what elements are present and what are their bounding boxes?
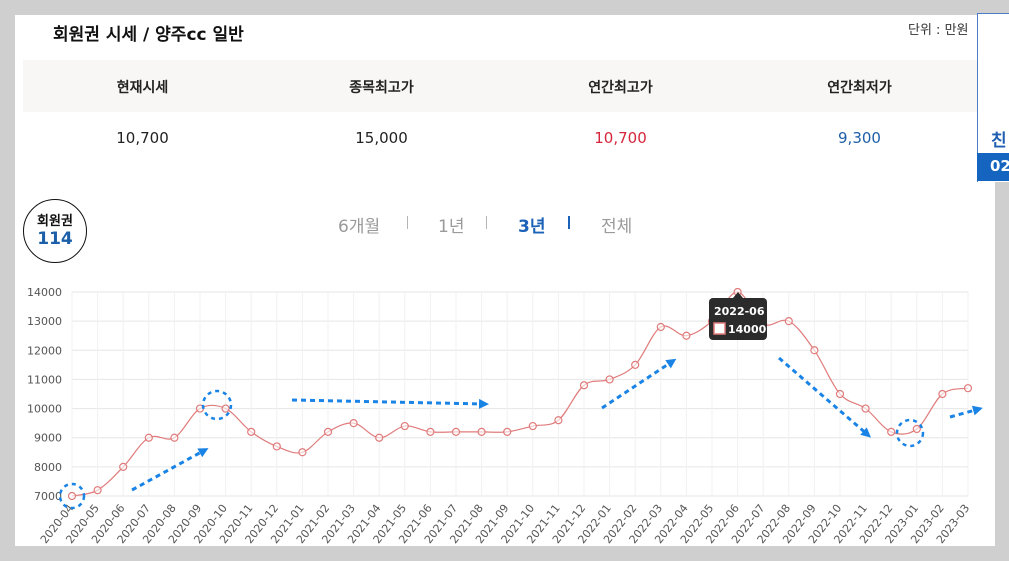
data-point[interactable] [451,427,461,436]
data-point[interactable] [298,448,307,457]
data-point[interactable] [938,389,947,399]
tab-divider [407,216,408,229]
y-tick-label: 12000 [27,344,62,357]
page-title: 회원권 시세 / 양주cc 일반 [53,25,244,45]
data-point[interactable] [579,381,589,390]
data-point[interactable] [119,462,128,471]
data-point[interactable] [477,427,486,436]
logo-text-top: 회원권 [37,214,73,229]
unit-label: 단위 : 만원 [908,23,969,38]
highlight-circle [58,482,86,510]
summary-value-annual-high: 10,700 [594,129,647,147]
data-point[interactable] [554,416,563,425]
tooltip-label: 2022-06 [714,305,765,318]
trend-arrow [949,405,983,419]
summary-value-all-time-high: 15,000 [355,129,408,147]
series-line [71,291,969,497]
data-point[interactable] [963,384,973,393]
highlight-circle [895,418,925,448]
side-widget-text: 친 [991,131,1007,151]
data-point[interactable] [861,404,870,413]
tab-6-months[interactable]: 6개월 [338,217,381,237]
data-point[interactable] [272,442,281,451]
data-point[interactable] [375,433,384,442]
tooltip-pointer [733,292,743,298]
summary-header-row [23,60,981,112]
chart-tooltip: 2022-06 14000 [709,292,767,340]
data-point[interactable] [835,389,845,399]
trend-arrow [131,448,209,492]
side-widget-bar-text: 02 [990,157,1009,175]
y-tick-label: 8000 [34,461,62,474]
membership-logo: 회원권 114 [23,199,87,263]
data-point[interactable] [93,486,102,495]
summary-header-annual-high: 연간최고가 [588,80,653,96]
summary-value-current: 10,700 [116,129,169,147]
y-tick-label: 14000 [27,286,62,299]
y-tick-label: 7000 [34,490,62,503]
tab-3-years[interactable]: 3년 [518,217,546,237]
tooltip-value: 14000 [728,323,767,336]
data-point[interactable] [144,433,153,442]
y-tick-label: 9000 [34,432,62,445]
data-point[interactable] [810,346,819,355]
y-tick-label: 13000 [27,315,62,328]
data-point[interactable] [656,322,665,332]
summary-header-all-time-high: 종목최고가 [349,80,414,96]
highlight-circle [201,389,233,421]
data-point[interactable] [221,404,230,413]
summary-value-annual-low: 9,300 [838,129,881,147]
data-point[interactable] [400,421,409,431]
tab-divider [486,216,487,229]
tab-all[interactable]: 전체 [601,217,633,237]
data-point[interactable] [887,427,896,436]
logo-text-number: 114 [37,229,73,249]
tab-divider-active [568,216,570,229]
y-tick-label: 10000 [27,403,62,416]
data-point[interactable] [784,317,793,326]
data-point[interactable] [426,427,435,436]
data-point[interactable] [503,427,512,436]
data-point[interactable] [631,360,640,369]
summary-header-annual-low: 연간최저가 [827,80,892,96]
data-point[interactable] [528,421,537,431]
data-point[interactable] [912,424,921,434]
data-point[interactable] [349,419,358,428]
data-point[interactable] [323,427,333,436]
summary-header-current: 현재시세 [116,80,169,96]
data-point[interactable] [605,375,614,384]
data-point[interactable] [682,331,691,340]
y-tick-label: 11000 [27,373,62,386]
price-panel: 회원권 시세 / 양주cc 일반 단위 : 만원 현재시세 종목최고가 연간최고… [15,15,995,546]
data-point[interactable] [67,491,77,501]
price-line-chart: 7000800090001000011000120001300014000202… [27,286,983,546]
side-widget-bar[interactable]: 02 [977,153,1009,181]
annotations [58,356,983,510]
tab-1-year[interactable]: 1년 [438,217,465,237]
data-point[interactable] [170,433,179,442]
tooltip-swatch [713,322,726,335]
data-point[interactable] [247,427,256,436]
trend-arrow [778,356,872,438]
price-summary-table: 현재시세 종목최고가 연간최고가 연간최저가 10,700 15,000 10,… [23,60,981,170]
period-tabs: 6개월 1년 3년 전체 [0,210,1009,240]
